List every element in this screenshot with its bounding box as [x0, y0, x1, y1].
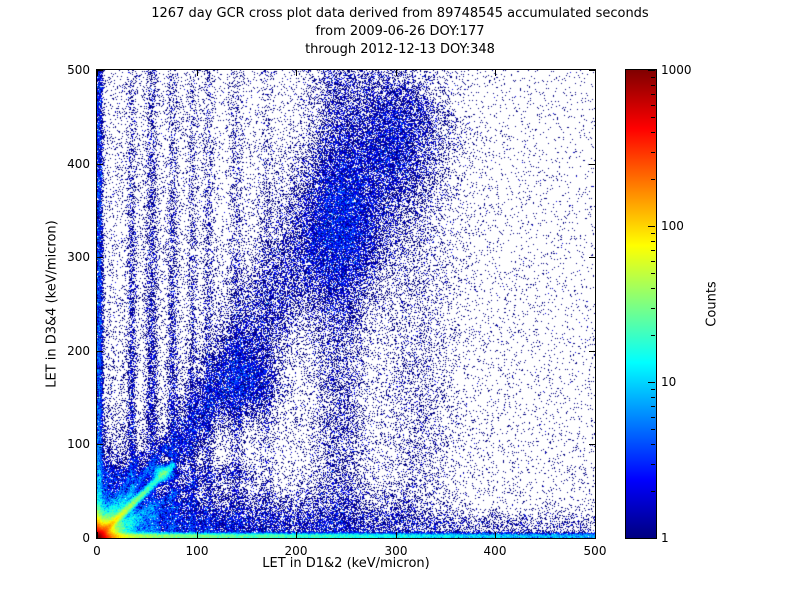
colorbar-minor-tick: [651, 389, 655, 390]
heatmap-canvas: [97, 70, 595, 538]
colorbar-tick-label: 1000: [661, 63, 692, 77]
y-tick-mark-right: [589, 538, 595, 539]
x-tick-mark: [296, 532, 297, 538]
x-tick-mark: [595, 532, 596, 538]
x-tick-mark-top: [97, 70, 98, 76]
x-tick-mark-top: [495, 70, 496, 76]
x-tick-mark-top: [296, 70, 297, 76]
y-tick-mark: [97, 444, 103, 445]
y-tick-mark-right: [589, 164, 595, 165]
colorbar-minor-tick: [651, 417, 655, 418]
y-tick-label: 400: [67, 157, 90, 171]
colorbar-minor-tick: [651, 288, 655, 289]
y-tick-mark-right: [589, 444, 595, 445]
colorbar-tick-mark: [648, 538, 655, 539]
colorbar-minor-tick: [651, 94, 655, 95]
chart-title-line2: from 2009-06-26 DOY:177: [315, 24, 485, 39]
y-tick-mark-right: [589, 257, 595, 258]
colorbar-minor-tick: [651, 85, 655, 86]
colorbar-tick-label: 1: [661, 531, 669, 545]
colorbar-tick-label: 100: [661, 219, 684, 233]
colorbar-tick-label: 10: [661, 375, 677, 389]
chart-title-line1: 1267 day GCR cross plot data derived fro…: [151, 6, 649, 21]
plot-frame: [96, 69, 596, 539]
colorbar-minor-tick: [651, 117, 655, 118]
x-tick-label: 0: [93, 544, 101, 558]
y-tick-label: 500: [67, 63, 90, 77]
colorbar-minor-tick: [651, 179, 655, 180]
colorbar-minor-tick: [651, 241, 655, 242]
x-tick-label: 500: [583, 544, 607, 558]
y-tick-mark: [97, 70, 103, 71]
y-tick-label: 200: [67, 344, 90, 358]
colorbar-tick-mark: [648, 70, 655, 71]
x-tick-mark-top: [197, 70, 198, 76]
y-tick-mark-right: [589, 351, 595, 352]
colorbar-minor-tick: [651, 335, 655, 336]
y-tick-label: 300: [67, 250, 90, 264]
colorbar-tick-mark: [648, 382, 655, 383]
colorbar-minor-tick: [651, 444, 655, 445]
y-axis-label: LET in D3&4 (keV/micron): [44, 220, 60, 388]
y-tick-mark: [97, 351, 103, 352]
x-tick-label: 200: [284, 544, 308, 558]
chart-title-line3: through 2012-12-13 DOY:348: [305, 42, 495, 57]
colorbar-minor-tick: [651, 397, 655, 398]
x-tick-label: 300: [384, 544, 408, 558]
y-tick-mark: [97, 538, 103, 539]
x-tick-label: 100: [185, 544, 209, 558]
colorbar-minor-tick: [651, 406, 655, 407]
colorbar-minor-tick: [651, 132, 655, 133]
x-tick-mark-top: [595, 70, 596, 76]
colorbar-minor-tick: [651, 152, 655, 153]
colorbar-minor-tick: [651, 273, 655, 274]
colorbar-minor-tick: [651, 429, 655, 430]
y-tick-label: 0: [82, 531, 90, 545]
colorbar-label: Counts: [704, 281, 720, 327]
y-tick-mark: [97, 164, 103, 165]
x-tick-mark: [97, 532, 98, 538]
colorbar-minor-tick: [651, 77, 655, 78]
x-tick-mark-top: [396, 70, 397, 76]
colorbar-minor-tick: [651, 233, 655, 234]
y-tick-mark: [97, 257, 103, 258]
x-tick-mark: [495, 532, 496, 538]
x-tick-label: 400: [483, 544, 507, 558]
colorbar-minor-tick: [651, 491, 655, 492]
x-axis-label: LET in D1&2 (keV/micron): [262, 556, 430, 571]
colorbar-minor-tick: [651, 261, 655, 262]
colorbar: [625, 69, 657, 539]
colorbar-minor-tick: [651, 308, 655, 309]
x-tick-mark: [197, 532, 198, 538]
colorbar-minor-tick: [651, 105, 655, 106]
colorbar-tick-mark: [648, 226, 655, 227]
x-tick-mark: [396, 532, 397, 538]
colorbar-minor-tick: [651, 250, 655, 251]
y-tick-label: 100: [67, 437, 90, 451]
colorbar-minor-tick: [651, 464, 655, 465]
y-tick-mark-right: [589, 70, 595, 71]
